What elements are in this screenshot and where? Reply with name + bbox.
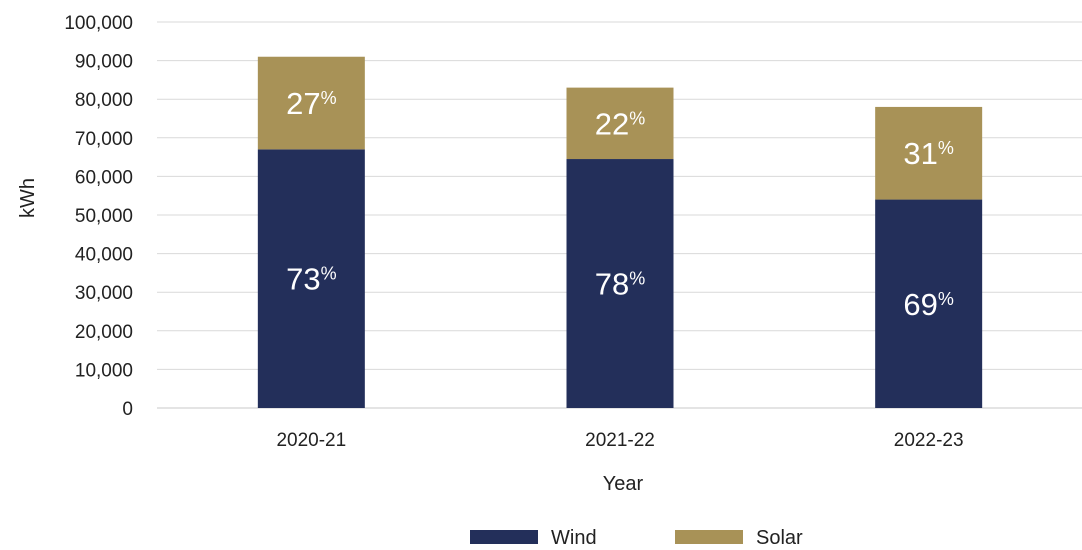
x-axis-tick-labels: 2020-21 2021-22 2022-23 — [276, 430, 963, 451]
y-tick-label: 10,000 — [75, 360, 133, 381]
y-tick-label: 0 — [122, 399, 133, 420]
legend-label: Solar — [756, 527, 803, 549]
x-axis-title: Year — [603, 473, 644, 495]
y-axis-tick-labels: 0 10,000 20,000 30,000 40,000 50,000 60,000 70,… — [64, 13, 133, 420]
y-tick-label: 20,000 — [75, 322, 133, 343]
y-tick-label: 40,000 — [75, 245, 133, 266]
legend-item-wind: Wind — [470, 527, 597, 549]
y-tick-label: 50,000 — [75, 206, 133, 227]
bar-wind-2022-23 — [875, 199, 983, 408]
legend: Wind Solar — [470, 527, 803, 549]
y-tick-label: 80,000 — [75, 90, 133, 111]
bar-wind-2021-22 — [566, 159, 674, 408]
bars — [257, 56, 983, 408]
data-label: 31% — [903, 136, 954, 171]
y-tick-label: 30,000 — [75, 283, 133, 304]
legend-item-solar: Solar — [675, 527, 803, 549]
legend-label: Wind — [551, 527, 597, 549]
y-axis-title: kWh — [17, 178, 39, 218]
legend-swatch — [470, 530, 538, 544]
bar-solar-2022-23 — [875, 106, 983, 200]
y-tick-label: 60,000 — [75, 167, 133, 188]
x-tick-label: 2022-23 — [894, 430, 964, 451]
y-tick-label: 100,000 — [64, 13, 133, 34]
y-tick-label: 90,000 — [75, 52, 133, 73]
x-tick-label: 2020-21 — [276, 430, 346, 451]
data-label: 73% — [286, 262, 337, 297]
bar-solar-2020-21 — [257, 56, 365, 150]
x-tick-label: 2021-22 — [585, 430, 655, 451]
legend-swatch — [675, 530, 743, 544]
bar-wind-2020-21 — [257, 149, 365, 408]
bar-solar-2021-22 — [566, 87, 674, 160]
y-tick-label: 70,000 — [75, 129, 133, 150]
